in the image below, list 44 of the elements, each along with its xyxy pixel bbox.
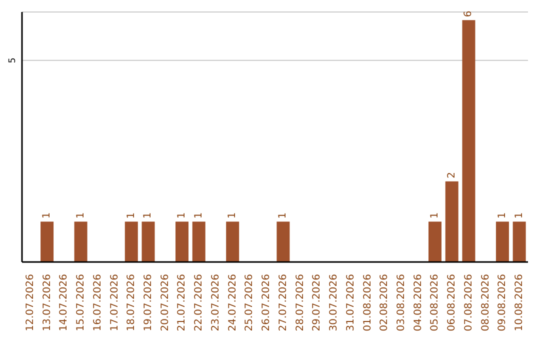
x-tick-label: 07.08.2026 (463, 274, 474, 332)
x-tick-label: 01.08.2026 (362, 274, 374, 332)
x-tick-label: 24.07.2026 (227, 274, 238, 332)
x-tick-label: 26.07.2026 (261, 274, 272, 332)
data-label: 1 (514, 212, 525, 219)
x-tick-label: 23.07.2026 (210, 274, 222, 332)
data-label: 1 (176, 212, 188, 219)
y-tick-label: 5 (8, 58, 18, 64)
x-tick-label: 15.07.2026 (76, 274, 87, 332)
x-tick-label: 02.08.2026 (379, 274, 390, 332)
x-tick-label: 25.07.2026 (244, 274, 256, 332)
data-label: 1 (496, 212, 508, 219)
x-tick-label: 06.08.2026 (446, 274, 458, 332)
x-tick-label: 10.08.2026 (514, 274, 526, 332)
data-label: 1 (126, 212, 137, 219)
x-tick-label: 19.07.2026 (143, 274, 154, 332)
x-tick-label: 13.07.2026 (42, 274, 53, 332)
x-tick-label: 27.07.2026 (278, 274, 289, 332)
x-tick-label: 29.07.2026 (312, 274, 323, 332)
data-label: 1 (193, 212, 204, 219)
x-tick-label: 05.08.2026 (430, 274, 441, 332)
data-label: 1 (278, 212, 289, 219)
x-tick-label: 16.07.2026 (92, 274, 104, 332)
data-label: 1 (429, 212, 440, 219)
x-tick-label: 30.07.2026 (328, 274, 340, 332)
x-tick-label: 28.07.2026 (294, 274, 306, 332)
data-label: 1 (42, 212, 53, 219)
data-label: 1 (227, 212, 238, 219)
x-tick-label: 18.07.2026 (126, 274, 138, 332)
data-label: 1 (142, 212, 154, 219)
x-tick-label: 04.08.2026 (412, 274, 424, 332)
x-tick-label: 21.07.2026 (176, 274, 188, 332)
x-tick-label: 03.08.2026 (396, 274, 407, 332)
x-tick-label: 31.07.2026 (345, 274, 356, 332)
x-tick-label: 17.07.2026 (109, 274, 120, 332)
data-label: 1 (75, 212, 86, 219)
x-tick-label: 22.07.2026 (194, 274, 205, 332)
data-label: 2 (446, 172, 458, 178)
x-tick-label: 20.07.2026 (160, 274, 171, 332)
x-tick-label: 08.08.2026 (480, 274, 492, 332)
x-tick-label: 12.07.2026 (24, 274, 36, 332)
x-tick-label: 14.07.2026 (58, 274, 70, 332)
x-tick-label: 09.08.2026 (497, 274, 508, 332)
data-label: 6 (463, 10, 474, 18)
